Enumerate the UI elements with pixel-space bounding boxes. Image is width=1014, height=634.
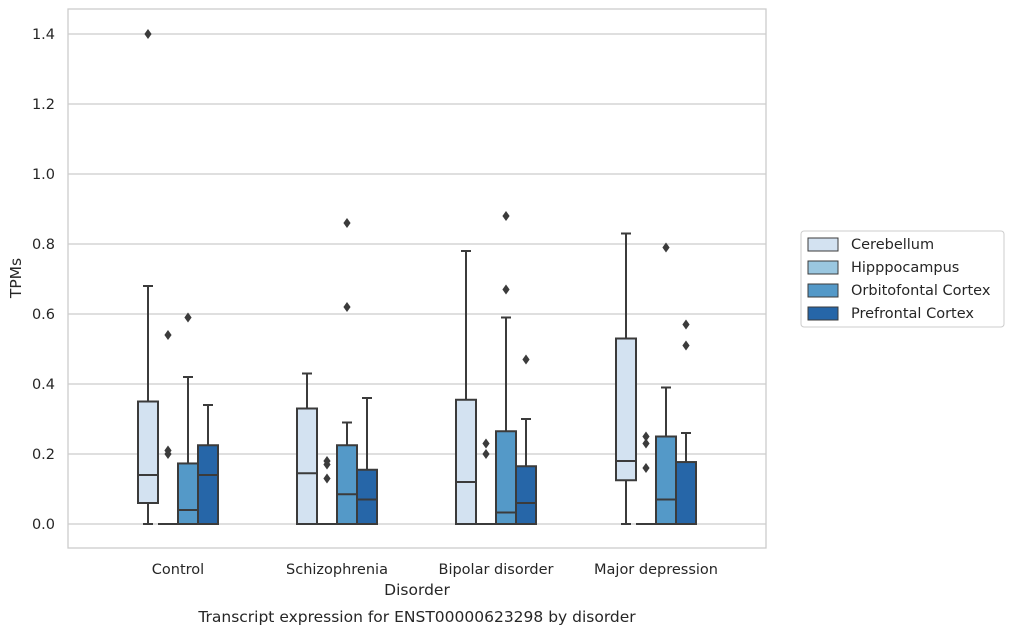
box-body	[515, 465, 537, 525]
outlier-point	[164, 445, 172, 456]
plot-frame	[67, 8, 767, 549]
legend-swatch	[807, 237, 839, 252]
legend-frame	[800, 230, 1005, 328]
boxes-layer	[137, 29, 697, 526]
y-tick-label: 0.2	[32, 447, 55, 463]
box-group	[177, 312, 199, 526]
outlier-point	[682, 319, 690, 330]
box-group	[356, 397, 378, 525]
legend-swatch	[807, 283, 839, 298]
y-tick-labels: 0.0 0.2 0.4 0.6 0.8 1.0 1.2 1.4	[32, 27, 55, 533]
y-tick-label: 0.4	[32, 377, 55, 393]
legend-swatch	[807, 306, 839, 321]
legend-label: Hipppocampus	[851, 260, 959, 276]
box-body	[336, 444, 358, 525]
box-body	[655, 435, 677, 525]
box-body	[675, 461, 697, 525]
outlier-point	[482, 449, 490, 459]
outlier-point	[642, 438, 650, 449]
outlier-point	[522, 354, 530, 365]
x-tick-label: Major depression	[594, 562, 718, 578]
box-group	[675, 319, 697, 525]
box-body	[495, 430, 517, 525]
box-group	[158, 330, 178, 525]
box-group	[476, 438, 496, 525]
y-tick-label: 1.2	[32, 97, 55, 113]
box-group	[615, 232, 637, 525]
outlier-point	[662, 242, 670, 253]
box-group	[455, 250, 477, 525]
legend-label: Prefrontal Cortex	[851, 306, 974, 322]
box-body	[177, 462, 199, 526]
legend-swatch	[807, 260, 839, 275]
outlier-point	[642, 463, 650, 473]
box-group	[317, 456, 337, 525]
box-group	[655, 242, 677, 525]
x-axis-title: Disorder	[384, 581, 450, 599]
box-body	[137, 400, 159, 504]
box-group	[636, 431, 656, 525]
outlier-point	[164, 330, 172, 340]
y-tick-label: 1.4	[32, 27, 55, 43]
legend: Cerebellum Hipppocampus Orbitofontal Corte…	[800, 230, 1005, 328]
x-tick-label: Schizophrenia	[286, 562, 388, 578]
outlier-point	[323, 473, 331, 484]
box-group	[515, 354, 537, 525]
chart-caption: Transcript expression for ENST0000062329…	[197, 608, 636, 626]
outlier-point	[682, 340, 690, 351]
outlier-point	[343, 302, 351, 312]
x-tick-label: Bipolar disorder	[439, 562, 554, 578]
box-body	[356, 468, 378, 525]
box-body	[455, 398, 477, 525]
y-tick-label: 0.0	[32, 517, 55, 533]
outlier-point	[144, 29, 152, 39]
box-body	[296, 407, 318, 525]
outlier-point	[502, 284, 510, 295]
box-group	[197, 404, 219, 525]
box-body	[615, 337, 637, 482]
outlier-point	[502, 211, 510, 221]
outlier-point	[184, 312, 192, 323]
y-axis-title: TPMs	[7, 258, 25, 299]
y-tick-label: 0.8	[32, 237, 55, 253]
box-body	[197, 444, 219, 525]
box-group	[495, 211, 517, 525]
legend-label: Orbitofontal Cortex	[851, 283, 991, 299]
y-tick-label: 1.0	[32, 167, 55, 183]
legend-label: Cerebellum	[851, 237, 934, 253]
box-group	[137, 29, 159, 525]
grid-lines	[68, 33, 766, 525]
x-tick-labels: Control Schizophrenia Bipolar disorder Majo…	[152, 562, 718, 578]
box-group	[296, 372, 318, 525]
outlier-point	[323, 456, 331, 466]
outlier-point	[482, 438, 490, 449]
outlier-point	[642, 431, 650, 442]
x-tick-label: Control	[152, 562, 204, 578]
box-group	[336, 218, 358, 525]
y-tick-label: 0.6	[32, 307, 55, 323]
outlier-point	[343, 218, 351, 228]
